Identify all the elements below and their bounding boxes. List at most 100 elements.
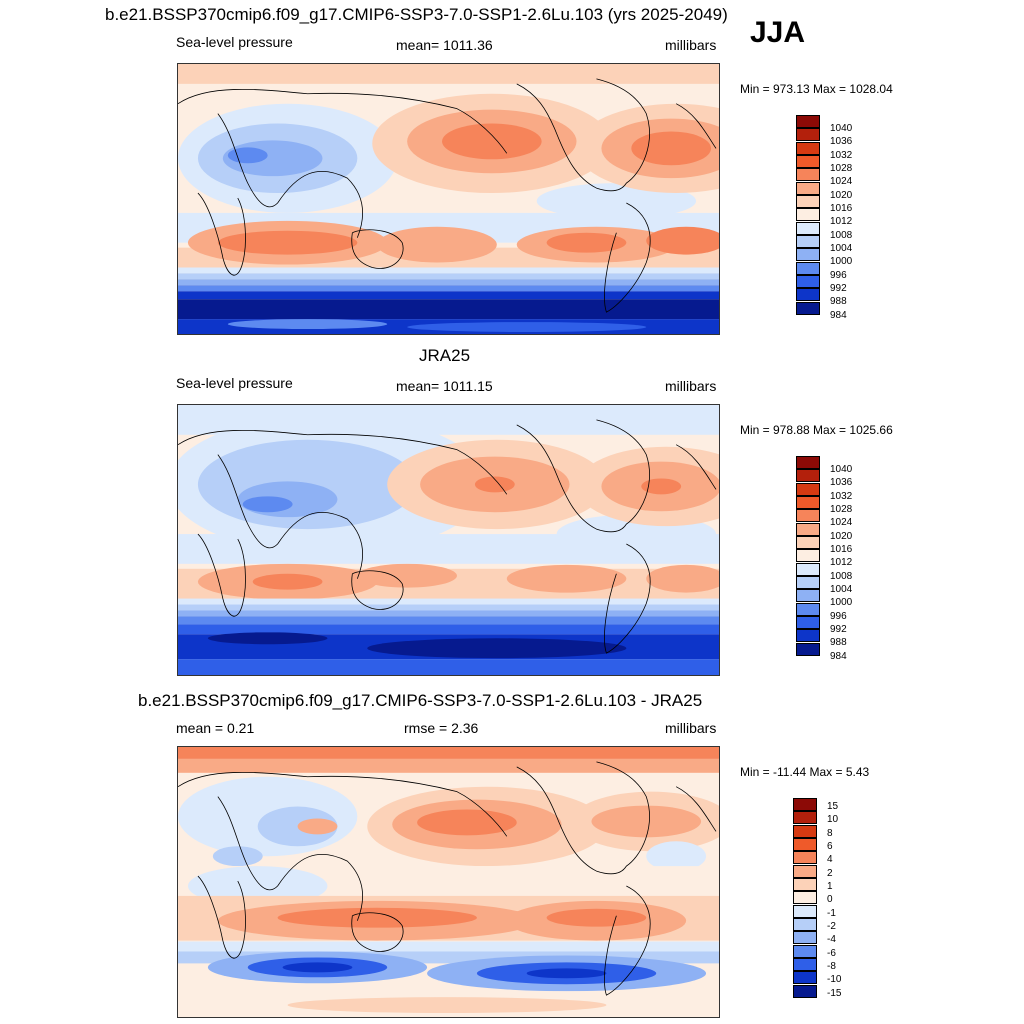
colorbar-tick-label: 1024 xyxy=(830,517,853,528)
colorbar-tick-label: 1012 xyxy=(830,557,853,568)
colorbar-tick-label: 1028 xyxy=(830,504,853,515)
colorbar-swatch xyxy=(796,275,820,288)
colorbar-swatch xyxy=(793,838,817,851)
panel-1-units-label: millibars xyxy=(665,37,717,53)
colorbar-swatch xyxy=(796,576,820,589)
panel-1-colorbar: 1040 1036 1032 1028 1024 1020 1016 1012 … xyxy=(796,115,916,329)
colorbar-tick-label: 996 xyxy=(830,270,847,281)
colorbar-swatch xyxy=(796,643,820,656)
colorbar-tick-label: 8 xyxy=(827,828,833,839)
panel-1-map xyxy=(177,63,720,335)
colorbar-swatch xyxy=(796,523,820,536)
colorbar-swatch xyxy=(796,168,820,181)
colorbar-tick-label: 992 xyxy=(830,624,847,635)
colorbar-swatch xyxy=(793,918,817,931)
colorbar-tick-label: 1040 xyxy=(830,123,853,134)
colorbar-swatch xyxy=(793,825,817,838)
colorbar-tick-label: 1016 xyxy=(830,544,853,555)
panel-2-units-label: millibars xyxy=(665,378,717,394)
panel-3-map xyxy=(177,746,720,1018)
colorbar-tick-label: 1020 xyxy=(830,190,853,201)
colorbar-swatch xyxy=(793,798,817,811)
panel-1-variable-label: Sea-level pressure xyxy=(176,34,293,50)
colorbar-tick-label: 1024 xyxy=(830,176,853,187)
colorbar-tick-label: 15 xyxy=(827,801,839,812)
colorbar-tick-label: 4 xyxy=(827,854,833,865)
colorbar-swatch xyxy=(793,971,817,984)
colorbar-swatch xyxy=(796,549,820,562)
colorbar-swatch xyxy=(793,931,817,944)
colorbar-tick-label: -1 xyxy=(827,908,836,919)
colorbar-swatch xyxy=(796,288,820,301)
colorbar-swatch xyxy=(796,155,820,168)
colorbar-tick-label: 992 xyxy=(830,283,847,294)
colorbar-swatch xyxy=(793,878,817,891)
panel-1-minmax-label: Min = 973.13 Max = 1028.04 xyxy=(740,82,893,96)
colorbar-swatch xyxy=(796,262,820,275)
colorbar-swatch xyxy=(796,469,820,482)
colorbar-swatch xyxy=(793,905,817,918)
colorbar-tick-label: 1036 xyxy=(830,136,853,147)
colorbar-swatch xyxy=(796,603,820,616)
colorbar-tick-label: -6 xyxy=(827,948,836,959)
colorbar-tick-label: 1000 xyxy=(830,597,853,608)
panel-3-minmax-label: Min = -11.44 Max = 5.43 xyxy=(740,765,870,779)
panel-1-title: b.e21.BSSP370cmip6.f09_g17.CMIP6-SSP3-7.… xyxy=(105,5,728,24)
colorbar-tick-label: -8 xyxy=(827,961,836,972)
panel-2-colorbar: 1040 1036 1032 1028 1024 1020 1016 1012 … xyxy=(796,456,916,670)
colorbar-tick-label: 2 xyxy=(827,868,833,879)
colorbar-swatch xyxy=(796,302,820,315)
colorbar-tick-label: -10 xyxy=(827,974,842,985)
colorbar-tick-label: 996 xyxy=(830,611,847,622)
colorbar-swatch xyxy=(796,496,820,509)
panel-3-units-label: millibars xyxy=(665,720,717,736)
colorbar-swatch xyxy=(796,616,820,629)
colorbar-swatch xyxy=(793,851,817,864)
colorbar-swatch xyxy=(796,629,820,642)
colorbar-tick-label: 1008 xyxy=(830,571,853,582)
colorbar-tick-label: 988 xyxy=(830,637,847,648)
colorbar-tick-label: 1036 xyxy=(830,477,853,488)
colorbar-tick-label: 1032 xyxy=(830,150,853,161)
colorbar-tick-label: 1004 xyxy=(830,243,853,254)
colorbar-tick-label: 1020 xyxy=(830,531,853,542)
colorbar-swatch xyxy=(796,563,820,576)
colorbar-swatch xyxy=(796,195,820,208)
colorbar-swatch xyxy=(793,865,817,878)
colorbar-swatch xyxy=(796,509,820,522)
colorbar-swatch xyxy=(796,235,820,248)
colorbar-tick-label: 1004 xyxy=(830,584,853,595)
colorbar-tick-label: -15 xyxy=(827,988,842,999)
panel-2-map xyxy=(177,404,720,676)
colorbar-swatch xyxy=(796,536,820,549)
colorbar-tick-label: 10 xyxy=(827,814,839,825)
colorbar-tick-label: 1012 xyxy=(830,216,853,227)
colorbar-tick-label: 1032 xyxy=(830,491,853,502)
colorbar-swatch xyxy=(793,891,817,904)
colorbar-tick-label: 0 xyxy=(827,894,833,905)
colorbar-swatch xyxy=(796,456,820,469)
panel-3-rmse-label: rmse = 2.36 xyxy=(404,720,479,736)
colorbar-tick-label: 984 xyxy=(830,651,847,662)
colorbar-swatch xyxy=(796,483,820,496)
colorbar-tick-label: 1 xyxy=(827,881,833,892)
colorbar-swatch xyxy=(793,958,817,971)
colorbar-swatch xyxy=(796,115,820,128)
panel-2-mean-label: mean= 1011.15 xyxy=(396,378,493,394)
panel-3-mean-label: mean = 0.21 xyxy=(176,720,255,736)
colorbar-tick-label: -2 xyxy=(827,921,836,932)
colorbar-swatch xyxy=(793,985,817,998)
colorbar-tick-label: 1028 xyxy=(830,163,853,174)
colorbar-swatch xyxy=(796,142,820,155)
colorbar-swatch xyxy=(796,208,820,221)
colorbar-tick-label: 1040 xyxy=(830,464,853,475)
panel-3-colorbar: 15 10 8 6 4 2 1 0 -1 -2 -4 -6 -8 -10 -15 xyxy=(793,798,913,1012)
colorbar-swatch xyxy=(796,589,820,602)
panel-2-variable-label: Sea-level pressure xyxy=(176,375,293,391)
colorbar-tick-label: -4 xyxy=(827,934,836,945)
colorbar-tick-label: 1008 xyxy=(830,230,853,241)
panel-2-title: JRA25 xyxy=(419,346,471,365)
colorbar-swatch xyxy=(796,128,820,141)
colorbar-tick-label: 6 xyxy=(827,841,833,852)
colorbar-swatch xyxy=(793,811,817,824)
